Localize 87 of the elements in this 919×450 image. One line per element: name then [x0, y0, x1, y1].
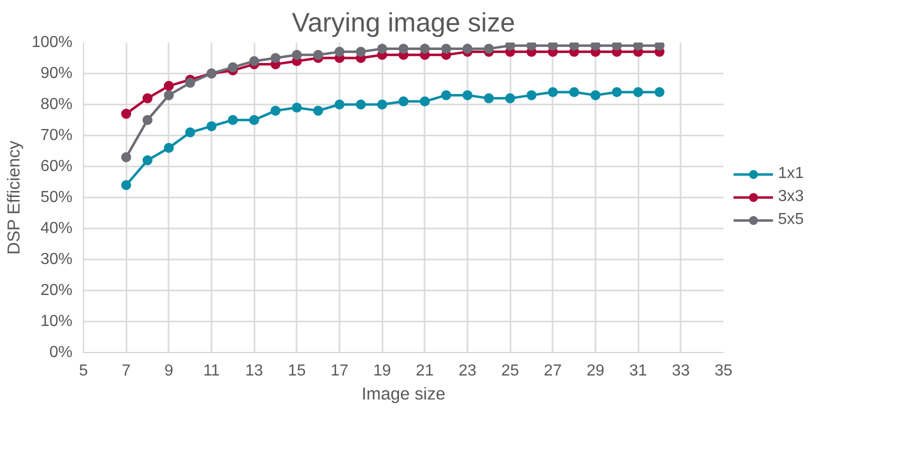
chart-title: Varying image size [292, 8, 516, 38]
point [121, 152, 132, 162]
point [164, 80, 174, 91]
point [548, 42, 558, 51]
x-tick-label: 17 [330, 362, 348, 380]
point [441, 90, 452, 100]
y-axis-title: DSP Efficiency [4, 140, 24, 255]
point [590, 90, 600, 100]
x-tick-label: 5 [79, 362, 88, 380]
y-tick-label: 90% [40, 65, 73, 82]
point [334, 100, 344, 110]
x-tick-label: 35 [714, 362, 732, 380]
x-tick-label: 9 [164, 362, 174, 380]
point [249, 115, 260, 125]
point [441, 44, 452, 54]
x-tick-label: 21 [416, 362, 434, 380]
x-tick-label: 33 [672, 362, 690, 380]
point [185, 78, 196, 88]
point [612, 87, 622, 98]
point [654, 42, 664, 51]
y-tick-label: 80% [40, 96, 73, 113]
point [313, 106, 324, 116]
point [526, 42, 536, 51]
point [462, 44, 472, 54]
legend-label: 3x3 [778, 188, 804, 206]
x-tick-label: 7 [122, 362, 131, 380]
point [377, 100, 388, 110]
point [270, 106, 280, 116]
y-tick-label: 100% [32, 34, 72, 51]
x-tick-label: 25 [501, 362, 520, 380]
point [569, 87, 580, 98]
legend-label: 5x5 [778, 211, 804, 229]
point [398, 44, 408, 54]
x-tick-label: 15 [288, 362, 306, 380]
point [185, 127, 196, 138]
point [633, 42, 644, 51]
point [526, 90, 536, 100]
y-tick-label: 60% [40, 158, 73, 175]
point [569, 42, 580, 51]
y-tick-label: 20% [40, 282, 73, 299]
point [548, 87, 558, 98]
point [142, 115, 152, 125]
x-tick-label: 19 [373, 362, 392, 380]
point [398, 96, 408, 106]
point [420, 44, 430, 54]
legend-label: 1x1 [778, 165, 804, 183]
point [334, 46, 344, 57]
y-tick-label: 50% [40, 189, 73, 206]
point [142, 93, 152, 104]
x-axis-title: Image size [362, 384, 446, 404]
y-tick-label: 10% [40, 313, 73, 330]
point [505, 93, 516, 104]
point [121, 180, 132, 190]
point [206, 121, 216, 132]
point [313, 50, 324, 60]
point [484, 44, 494, 54]
x-tick-label: 31 [629, 362, 648, 380]
point [505, 42, 516, 51]
point [484, 93, 494, 104]
x-tick-label: 27 [544, 362, 562, 380]
point [249, 56, 260, 66]
point [164, 90, 174, 100]
y-tick-label: 0% [49, 344, 72, 361]
point [356, 46, 366, 57]
point [142, 155, 152, 166]
point [377, 44, 388, 54]
point [164, 142, 174, 153]
point [270, 53, 280, 63]
point [654, 87, 664, 98]
point [590, 42, 600, 51]
point [633, 87, 644, 98]
point [292, 102, 302, 113]
x-tick-label: 29 [586, 362, 604, 380]
y-tick-label: 70% [40, 127, 73, 144]
point [228, 62, 238, 72]
point [462, 90, 472, 100]
point [356, 100, 366, 110]
point [121, 108, 132, 119]
point [420, 96, 430, 106]
point [228, 115, 238, 125]
point [612, 42, 622, 51]
y-tick-label: 40% [40, 220, 73, 237]
x-tick-label: 23 [458, 362, 476, 380]
x-tick-label: 13 [245, 362, 264, 380]
y-tick-label: 30% [40, 251, 73, 268]
point [292, 50, 302, 60]
x-tick-label: 11 [203, 362, 220, 380]
